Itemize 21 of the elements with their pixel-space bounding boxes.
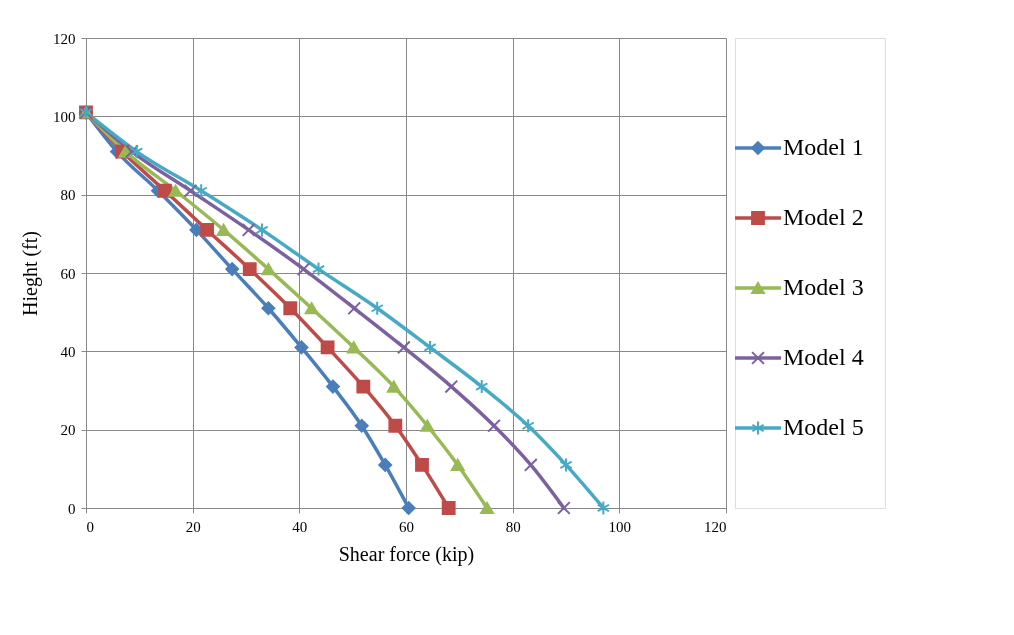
x-tick-label: 40 [292,518,308,535]
x-tick-label: 100 [608,518,632,535]
legend-label: Model 1 [783,134,864,160]
y-tick-label: 120 [53,30,76,47]
x-tick-label: 60 [399,518,414,535]
legend-label: Model 3 [783,274,864,300]
y-tick-label: 100 [53,108,76,125]
x-tick-label: 120 [704,518,727,535]
x-tick-label: 20 [185,518,201,535]
legend-label: Model 4 [783,344,864,370]
y-axis-title: Hieght (ft) [19,231,42,316]
legend-label: Model 5 [783,414,864,440]
y-tick-label: 40 [60,343,76,360]
y-tick-label: 80 [60,187,76,204]
y-tick-label: 0 [68,500,76,517]
x-tick-label: 0 [86,518,94,535]
x-tick-label: 80 [505,518,521,535]
y-tick-label: 20 [60,422,76,439]
legend-label: Model 2 [783,204,864,230]
x-axis-title: Shear force (kip) [338,542,475,566]
y-tick-label: 60 [60,265,76,282]
